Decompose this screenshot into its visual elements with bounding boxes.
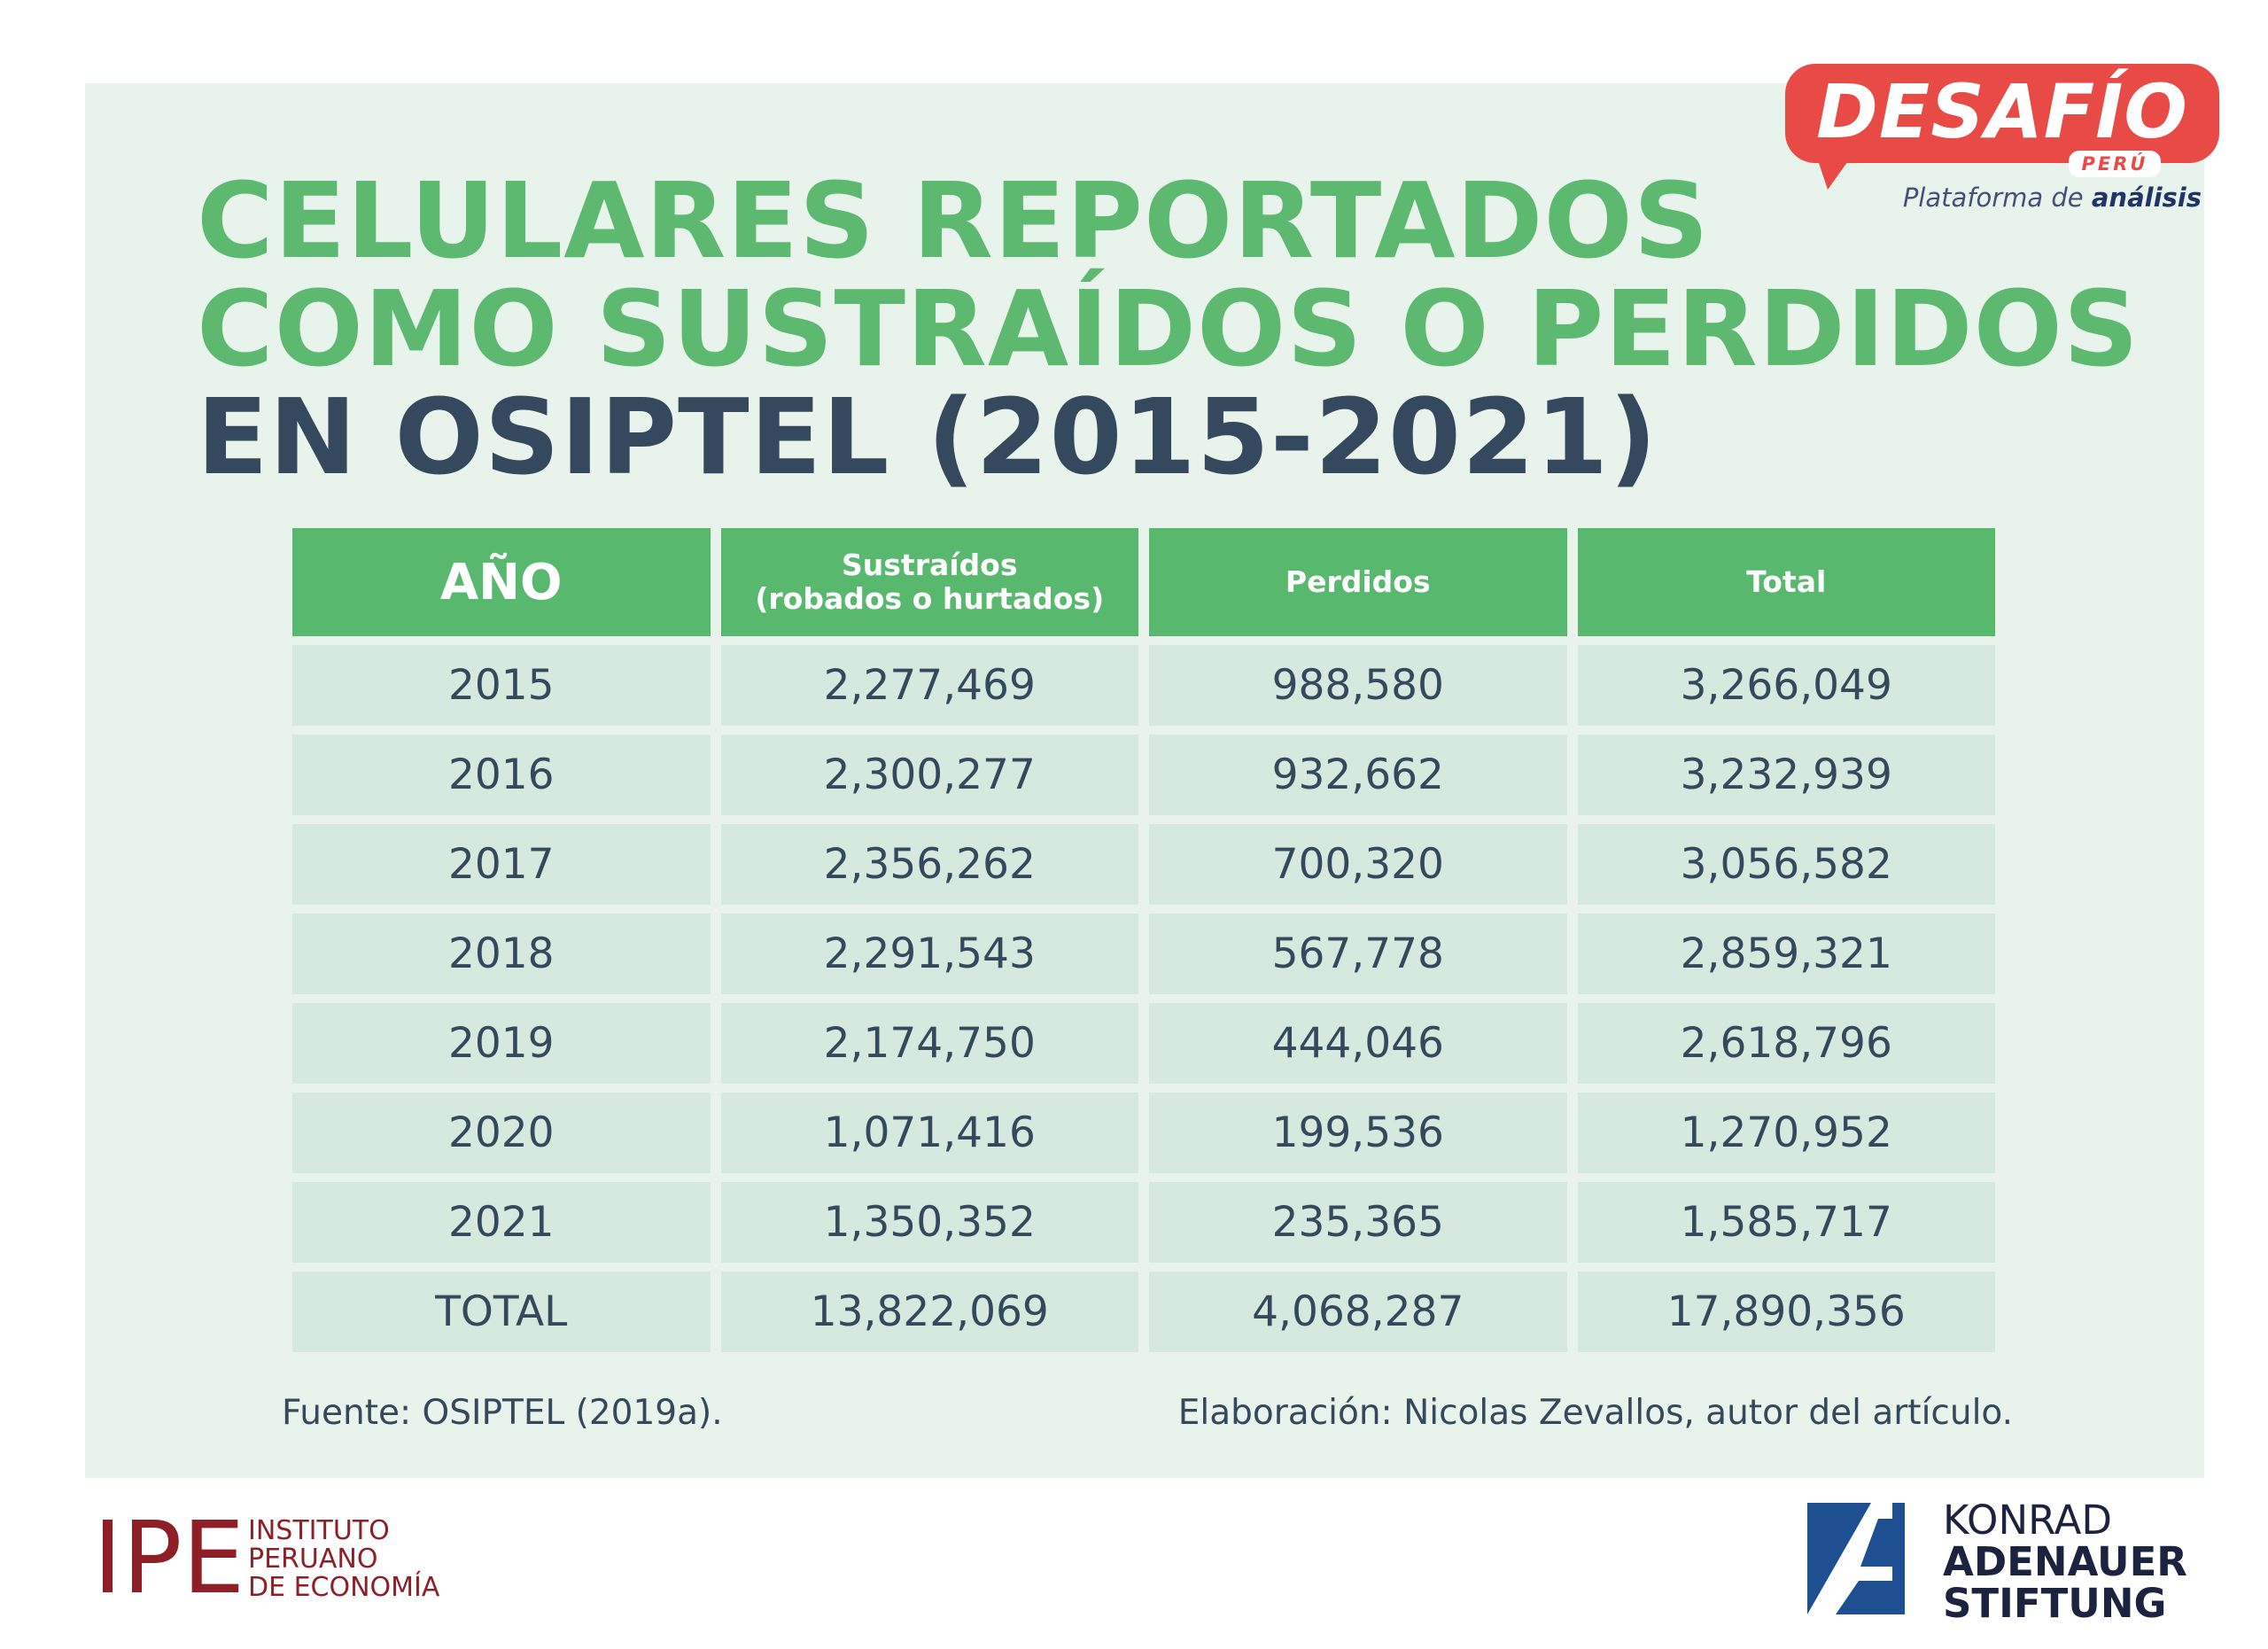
column-header-total-label: Total bbox=[1746, 564, 1827, 599]
table-row: 2018 2,291,543 567,778 2,859,321 bbox=[292, 914, 1995, 994]
cell-total: 1,270,952 bbox=[1577, 1093, 1995, 1173]
table-row: 2019 2,174,750 444,046 2,618,796 bbox=[292, 1003, 1995, 1084]
cell-year: TOTAL bbox=[292, 1272, 711, 1352]
table-row: 2021 1,350,352 235,365 1,585,717 bbox=[292, 1182, 1995, 1263]
kas-name-line-3: STIFTUNG bbox=[1943, 1580, 2167, 1627]
column-header-sustraidos-label: Sustraídos bbox=[842, 548, 1018, 582]
column-header-year: AÑO bbox=[292, 528, 711, 636]
ipe-name-line-3: DE ECONOMÍA bbox=[248, 1572, 440, 1603]
cell-total: 3,266,049 bbox=[1577, 645, 1995, 726]
kas-name: KONRAD ADENAUER STIFTUNG bbox=[1943, 1499, 2187, 1624]
tagline-emphasis: análisis bbox=[2091, 183, 2202, 213]
title-line-2: COMO SUSTRAÍDOS O PERDIDOS bbox=[197, 268, 2140, 390]
cell-year: 2021 bbox=[292, 1182, 711, 1263]
cell-perdidos: 988,580 bbox=[1149, 645, 1567, 726]
tagline-prefix: Plataforma de bbox=[1902, 183, 2084, 213]
ipe-name: INSTITUTO PERUANO DE ECONOMÍA bbox=[248, 1517, 439, 1602]
cell-perdidos: 4,068,287 bbox=[1149, 1272, 1567, 1352]
cell-total: 1,585,717 bbox=[1577, 1182, 1995, 1263]
data-table: AÑO Sustraídos (robados o hurtados) Perd… bbox=[282, 519, 2006, 1361]
column-header-year-label: AÑO bbox=[439, 553, 563, 611]
table-row: 2016 2,300,277 932,662 3,232,939 bbox=[292, 735, 1995, 815]
column-header-total: Total bbox=[1577, 528, 1995, 636]
cell-sustraidos: 2,300,277 bbox=[720, 735, 1138, 815]
kas-name-line-1: KONRAD bbox=[1943, 1497, 2113, 1544]
cell-sustraidos: 1,071,416 bbox=[720, 1093, 1138, 1173]
speech-bubble-tail bbox=[1815, 152, 1854, 190]
kas-emblem-icon bbox=[1807, 1503, 1905, 1614]
page-title: CELULARES REPORTADOS COMO SUSTRAÍDOS O P… bbox=[197, 167, 2140, 491]
brand-name: DESAFÍO bbox=[1816, 68, 2188, 155]
ipe-name-line-2: PERUANO bbox=[248, 1544, 378, 1575]
cell-total: 3,056,582 bbox=[1577, 824, 1995, 905]
cell-sustraidos: 1,350,352 bbox=[720, 1182, 1138, 1263]
cell-year: 2019 bbox=[292, 1003, 711, 1084]
brand-tagline: Plataforma de análisis bbox=[1812, 183, 2202, 213]
cell-year: 2016 bbox=[292, 735, 711, 815]
table-row: 2015 2,277,469 988,580 3,266,049 bbox=[292, 645, 1995, 726]
credit-note: Elaboración: Nicolas Zevallos, autor del… bbox=[1177, 1393, 2013, 1433]
kas-name-line-2: ADENAUER bbox=[1943, 1538, 2187, 1585]
table-row: 2020 1,071,416 199,536 1,270,952 bbox=[292, 1093, 1995, 1173]
cell-year: 2020 bbox=[292, 1093, 711, 1173]
column-header-perdidos: Perdidos bbox=[1149, 528, 1567, 636]
column-header-perdidos-label: Perdidos bbox=[1285, 564, 1431, 599]
cell-perdidos: 700,320 bbox=[1149, 824, 1567, 905]
desafio-peru-logo: DESAFÍO PERÚ bbox=[1785, 64, 2219, 206]
ipe-mark: IPE bbox=[93, 1501, 245, 1616]
cell-sustraidos: 13,822,069 bbox=[720, 1272, 1138, 1352]
table-total-row: TOTAL 13,822,069 4,068,287 17,890,356 bbox=[292, 1272, 1995, 1352]
cell-year: 2018 bbox=[292, 914, 711, 994]
column-header-sustraidos-sublabel: (robados o hurtados) bbox=[755, 581, 1105, 616]
table-body: 2015 2,277,469 988,580 3,266,049 2016 2,300,2… bbox=[292, 645, 1995, 1352]
cell-perdidos: 567,778 bbox=[1149, 914, 1567, 994]
title-line-1: CELULARES REPORTADOS bbox=[197, 159, 1710, 282]
ipe-name-line-1: INSTITUTO bbox=[248, 1515, 390, 1546]
cell-total: 2,859,321 bbox=[1577, 914, 1995, 994]
title-line-3: EN OSIPTEL (2015-2021) bbox=[197, 376, 1658, 498]
cell-perdidos: 199,536 bbox=[1149, 1093, 1567, 1173]
cell-sustraidos: 2,277,469 bbox=[720, 645, 1138, 726]
cell-year: 2017 bbox=[292, 824, 711, 905]
cell-sustraidos: 2,174,750 bbox=[720, 1003, 1138, 1084]
brand-country: PERÚ bbox=[2069, 151, 2161, 177]
cell-sustraidos: 2,291,543 bbox=[720, 914, 1138, 994]
cell-total: 17,890,356 bbox=[1577, 1272, 1995, 1352]
cell-perdidos: 444,046 bbox=[1149, 1003, 1567, 1084]
column-header-sustraidos: Sustraídos (robados o hurtados) bbox=[720, 528, 1138, 636]
cell-perdidos: 235,365 bbox=[1149, 1182, 1567, 1263]
source-note: Fuente: OSIPTEL (2019a). bbox=[282, 1393, 723, 1433]
cell-year: 2015 bbox=[292, 645, 711, 726]
cell-sustraidos: 2,356,262 bbox=[720, 824, 1138, 905]
cell-perdidos: 932,662 bbox=[1149, 735, 1567, 815]
cell-total: 3,232,939 bbox=[1577, 735, 1995, 815]
cell-total: 2,618,796 bbox=[1577, 1003, 1995, 1084]
speech-bubble-icon bbox=[1785, 64, 2219, 163]
table-header-row: AÑO Sustraídos (robados o hurtados) Perd… bbox=[292, 528, 1995, 636]
table-row: 2017 2,356,262 700,320 3,056,582 bbox=[292, 824, 1995, 905]
